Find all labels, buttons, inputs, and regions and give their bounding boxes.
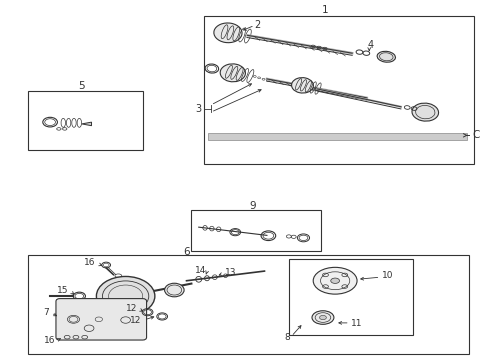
Text: 8: 8 bbox=[284, 333, 290, 342]
Text: 15: 15 bbox=[57, 286, 69, 295]
Text: 5: 5 bbox=[78, 81, 85, 91]
Text: 2: 2 bbox=[254, 19, 260, 30]
Ellipse shape bbox=[214, 23, 242, 43]
Ellipse shape bbox=[292, 78, 314, 93]
Ellipse shape bbox=[377, 51, 395, 62]
Text: 7: 7 bbox=[44, 308, 49, 317]
Bar bbox=[28, 91, 143, 150]
Text: 12: 12 bbox=[130, 315, 142, 324]
Text: 11: 11 bbox=[351, 319, 363, 328]
Bar bbox=[289, 258, 413, 336]
Text: 10: 10 bbox=[382, 271, 394, 280]
Text: 14: 14 bbox=[195, 266, 206, 275]
Text: 9: 9 bbox=[249, 201, 256, 211]
Ellipse shape bbox=[312, 311, 334, 324]
Ellipse shape bbox=[313, 267, 357, 294]
Ellipse shape bbox=[331, 278, 340, 283]
FancyBboxPatch shape bbox=[56, 298, 147, 340]
Ellipse shape bbox=[97, 276, 155, 316]
Text: 13: 13 bbox=[224, 268, 236, 277]
Text: 4: 4 bbox=[368, 40, 374, 50]
Bar bbox=[192, 210, 320, 251]
Ellipse shape bbox=[412, 103, 439, 121]
Bar bbox=[208, 133, 466, 140]
Text: 16: 16 bbox=[44, 336, 55, 345]
Ellipse shape bbox=[319, 315, 326, 320]
Text: 16: 16 bbox=[84, 258, 96, 267]
Ellipse shape bbox=[220, 64, 245, 82]
Polygon shape bbox=[82, 122, 92, 126]
Text: 1: 1 bbox=[322, 5, 329, 15]
Text: 12: 12 bbox=[125, 304, 137, 313]
Text: 6: 6 bbox=[183, 247, 190, 257]
Ellipse shape bbox=[165, 283, 184, 297]
Text: C: C bbox=[472, 130, 480, 140]
Bar bbox=[203, 16, 474, 164]
Bar bbox=[28, 255, 469, 354]
Text: 3: 3 bbox=[195, 104, 201, 113]
